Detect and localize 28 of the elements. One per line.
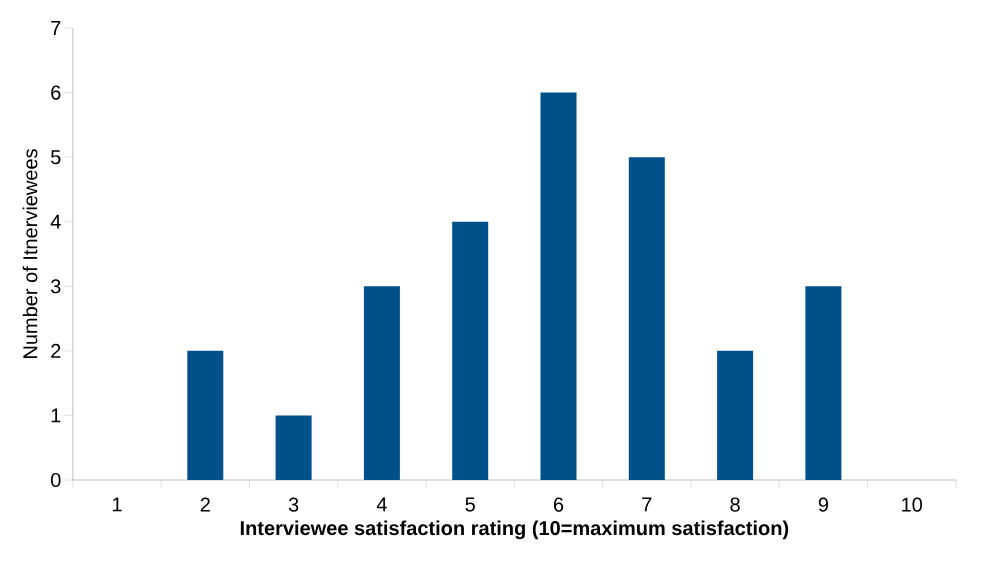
x-tick-label: 3 [288, 497, 299, 512]
bar [452, 221, 489, 480]
x-tick-label: 7 [642, 497, 652, 512]
y-tick-label: 3 [50, 279, 61, 294]
bar [187, 350, 224, 480]
bar [275, 415, 312, 480]
x-tick-label: 9 [818, 497, 829, 512]
x-tick-label: 6 [553, 497, 564, 512]
y-tick-label: 5 [51, 150, 61, 165]
bar [628, 157, 665, 480]
y-tick-label: 6 [51, 85, 61, 100]
x-tick-label: 8 [730, 497, 740, 512]
x-tick-label: 4 [376, 497, 387, 512]
bar [540, 92, 577, 480]
y-axis-title: Number of Itnerviewees [22, 149, 38, 358]
bar [717, 350, 754, 480]
y-tick-label: 0 [50, 472, 61, 488]
bar [363, 286, 400, 480]
y-tick-label: 7 [51, 21, 61, 35]
x-tick-label: 1 [112, 497, 122, 512]
y-tick-label: 1 [51, 408, 61, 423]
x-tick-label: 10 [902, 497, 923, 512]
y-tick-label: 2 [51, 343, 61, 358]
bar [805, 286, 842, 480]
x-tick-label: 5 [465, 497, 475, 512]
y-tick-label: 4 [50, 214, 61, 229]
x-tick-label: 2 [200, 497, 210, 512]
x-axis-title: Interviewee satisfaction rating (10=maximum satisfaction) [240, 520, 789, 540]
